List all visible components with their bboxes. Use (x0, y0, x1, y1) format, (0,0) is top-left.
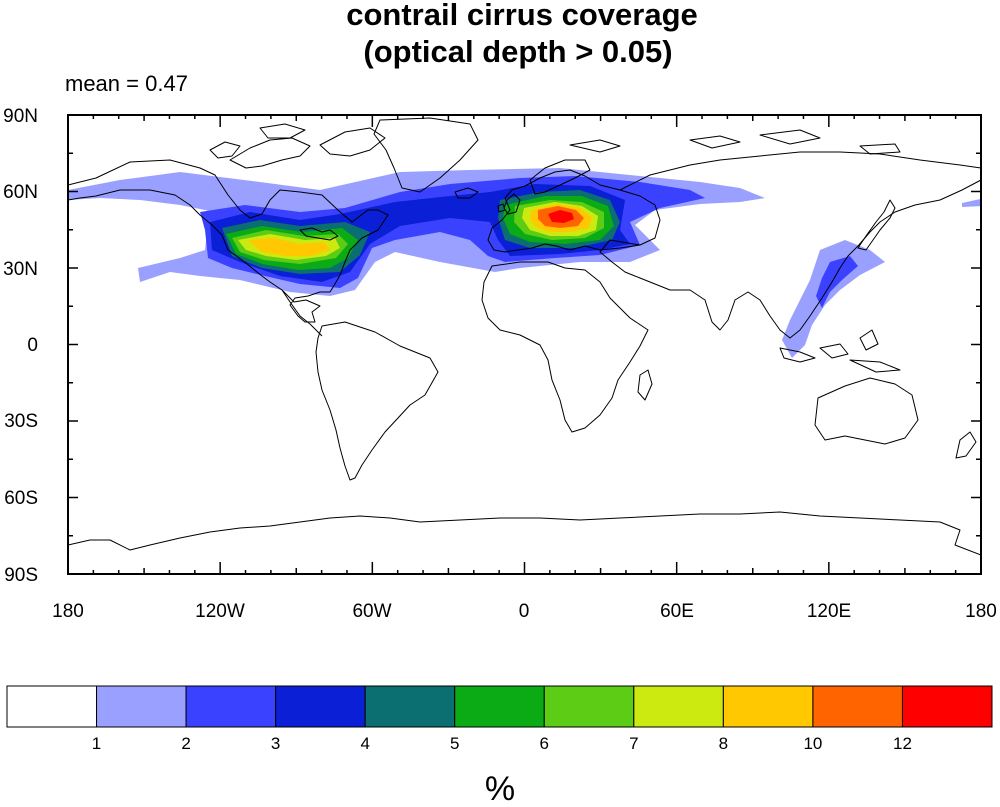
contour-band-12-plus-eu (548, 210, 574, 223)
coastline-great-lakes (299, 227, 339, 241)
lon-label-180e: 180 (965, 601, 997, 622)
title-line-2: (optical depth > 0.05) (363, 34, 672, 69)
colorbar-swatch (454, 685, 545, 728)
coastline-japan (857, 199, 896, 251)
lon-label-120e: 120E (807, 601, 851, 622)
contour-band-1-2-asia (782, 240, 885, 358)
lat-label-0: 0 (27, 335, 38, 356)
colorbar-unit-label: % (485, 770, 515, 807)
lon-label-60e: 60E (660, 601, 694, 622)
coastline-greenland (373, 117, 479, 193)
colorbar-tick-label: 12 (893, 734, 912, 753)
contour-band-2-3-asia (816, 256, 858, 308)
colorbar-tick-label: 4 (360, 734, 369, 753)
colorbar-swatch (275, 685, 366, 728)
coastline-indonesia (779, 329, 901, 373)
colorbar-tick-label: 5 (450, 734, 459, 753)
lat-label-30s: 30S (4, 411, 38, 432)
lon-label-0: 0 (519, 601, 530, 622)
coastline-antarctica (68, 511, 981, 556)
coastline-asia (599, 151, 981, 339)
colorbar-tick-label: 3 (271, 734, 280, 753)
coastline-south-america (315, 321, 439, 481)
colorbar-tick-label: 8 (719, 734, 728, 753)
coastlines (68, 117, 981, 556)
coastline-madagascar (637, 369, 653, 401)
title-line-1: contrail cirrus coverage (346, 0, 698, 32)
lat-label-30n: 30N (3, 259, 38, 280)
colorbar-tick-label: 10 (803, 734, 822, 753)
lon-label-60w: 60W (352, 601, 391, 622)
lon-label-120w: 120W (195, 601, 245, 622)
colorbar-swatch (901, 685, 993, 728)
colorbar-tick-label: 2 (181, 734, 190, 753)
colorbar-swatch (6, 685, 98, 728)
coastline-europe (487, 169, 661, 253)
contour-band-8-10-na (248, 238, 330, 256)
coastline-canada-arctic (209, 123, 386, 169)
coastline-new-zealand (955, 431, 977, 459)
global-mean-label: mean = 0.47 (65, 71, 188, 96)
coastline-arctic-islands (569, 129, 901, 155)
coastline-north-america (68, 159, 389, 323)
lat-label-60s: 60S (4, 488, 38, 509)
contour-band-1-2-pacific-east (962, 198, 981, 207)
lat-label-90n: 90N (3, 106, 38, 127)
colorbar-tick-label: 7 (629, 734, 638, 753)
coastline-british-isles (497, 193, 521, 215)
lat-label-90s: 90S (4, 565, 38, 586)
colorbar (6, 685, 993, 728)
map-panel: 90N 60N 30N 0 30S 60S 90S 180 120W 60W 0… (3, 106, 997, 622)
colorbar-swatch (96, 685, 187, 728)
axis-ticks (67, 114, 982, 575)
colorbar-swatch (543, 685, 635, 728)
colorbar-swatch (364, 685, 456, 728)
coverage-contours (68, 168, 981, 358)
colorbar-swatch (185, 685, 277, 728)
colorbar-swatch (633, 685, 724, 728)
colorbar-tick-label: 1 (92, 734, 101, 753)
longitude-labels: 180 120W 60W 0 60E 120E 180 (52, 601, 997, 622)
lat-label-60n: 60N (3, 182, 38, 203)
latitude-labels: 90N 60N 30N 0 30S 60S 90S (3, 106, 38, 586)
coastline-central-america (281, 289, 323, 337)
coastline-australia (814, 377, 919, 445)
lon-label-180w: 180 (52, 601, 84, 622)
coastline-africa (481, 261, 649, 433)
colorbar-swatch (722, 685, 814, 728)
colorbar-tick-label: 6 (540, 734, 549, 753)
colorbar-swatch (812, 685, 903, 728)
coastline-iceland (454, 187, 479, 199)
coastline-scandinavia (529, 159, 591, 195)
colorbar-labels: 1 2 3 4 5 6 7 8 10 12 (92, 734, 912, 753)
